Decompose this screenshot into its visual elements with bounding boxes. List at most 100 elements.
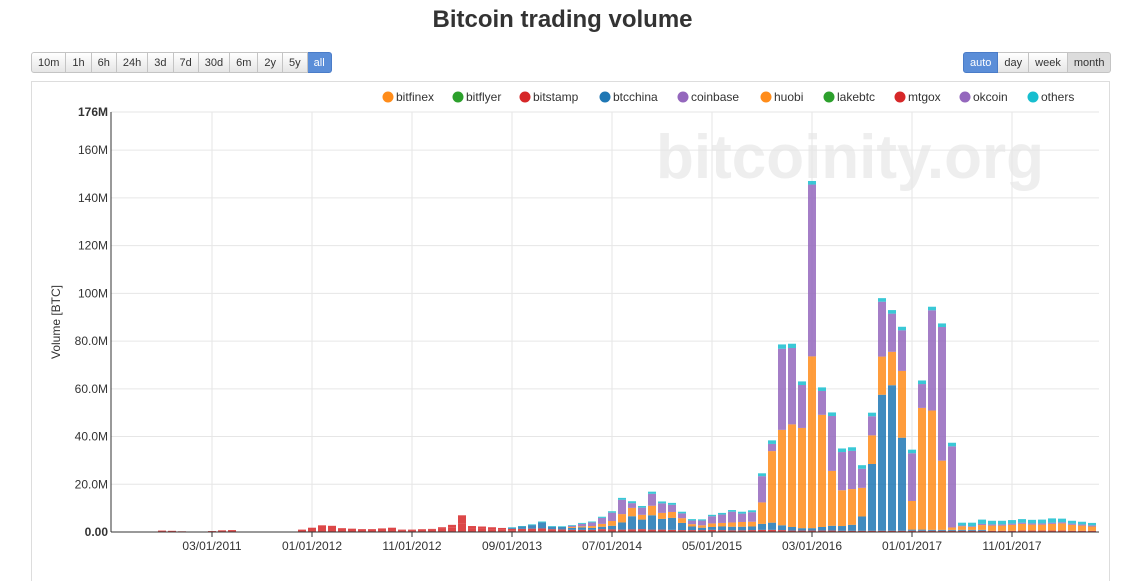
bar-segment-bitstamp[interactable] <box>688 530 696 532</box>
range-7d-button[interactable]: 7d <box>173 52 199 73</box>
bar-segment-huobi[interactable] <box>1008 524 1016 531</box>
bar-segment-bitstamp[interactable] <box>1008 530 1016 532</box>
bar-segment-okcoin[interactable] <box>878 301 886 357</box>
bar-segment-others[interactable] <box>848 447 856 451</box>
bar-segment-bitstamp[interactable] <box>908 530 916 532</box>
bar-segment-huobi[interactable] <box>588 526 596 528</box>
legend-label-mtgox[interactable]: mtgox <box>908 90 941 104</box>
bar-segment-huobi[interactable] <box>948 527 956 530</box>
bar-segment-huobi[interactable] <box>958 526 966 530</box>
bar-segment-bitstamp[interactable] <box>568 529 576 532</box>
bar-segment-others[interactable] <box>958 522 966 526</box>
bar-segment-huobi[interactable] <box>818 414 826 527</box>
bar-segment-btcchina[interactable] <box>728 526 736 531</box>
bar-segment-bitstamp[interactable] <box>758 529 766 532</box>
bar-segment-bitstamp[interactable] <box>638 529 646 532</box>
bar-segment-huobi[interactable] <box>688 524 696 527</box>
bar-segment-btcchina[interactable] <box>508 527 516 529</box>
bar-segment-others[interactable] <box>1038 519 1046 524</box>
bar-segment-btcchina[interactable] <box>748 526 756 531</box>
bar-segment-huobi[interactable] <box>1058 523 1066 531</box>
bar-segment-okcoin[interactable] <box>1028 523 1036 525</box>
bar-segment-others[interactable] <box>738 511 746 514</box>
bar-segment-others[interactable] <box>978 519 986 524</box>
bar-segment-others[interactable] <box>528 524 536 526</box>
bar-segment-huobi[interactable] <box>598 523 606 527</box>
period-day-button[interactable]: day <box>998 52 1030 73</box>
bar-segment-btcchina[interactable] <box>598 526 606 530</box>
bar-segment-okcoin[interactable] <box>1058 522 1066 524</box>
bar-segment-huobi[interactable] <box>1068 524 1076 531</box>
bar-segment-bitstamp[interactable] <box>1018 530 1026 532</box>
bar-segment-huobi[interactable] <box>968 526 976 530</box>
bar-segment-btcchina[interactable] <box>848 524 856 531</box>
bar-segment-bitstamp[interactable] <box>918 530 926 532</box>
bar-segment-huobi[interactable] <box>728 522 736 527</box>
bar-segment-bitstamp[interactable] <box>848 530 856 532</box>
bar-segment-okcoin[interactable] <box>958 525 966 527</box>
bar-segment-okcoin[interactable] <box>848 450 856 490</box>
bar-segment-mtgox[interactable] <box>378 528 386 532</box>
range-6h-button[interactable]: 6h <box>91 52 117 73</box>
bar-segment-others[interactable] <box>688 519 696 521</box>
bar-segment-btcchina[interactable] <box>588 527 596 530</box>
bar-segment-others[interactable] <box>508 527 516 528</box>
bar-segment-bitstamp[interactable] <box>518 528 526 532</box>
bar-segment-huobi[interactable] <box>1088 526 1096 531</box>
bar-segment-bitstamp[interactable] <box>798 530 806 532</box>
bar-segment-okcoin[interactable] <box>668 504 676 512</box>
bar-segment-huobi[interactable] <box>998 525 1006 531</box>
bar-segment-btcchina[interactable] <box>918 529 926 531</box>
bar-segment-btcchina[interactable] <box>838 526 846 531</box>
bar-segment-others[interactable] <box>578 522 586 524</box>
bar-segment-okcoin[interactable] <box>998 524 1006 526</box>
bar-segment-btcchina[interactable] <box>678 522 686 531</box>
bar-segment-huobi[interactable] <box>828 470 836 526</box>
bar-segment-btcchina[interactable] <box>688 526 696 531</box>
bar-segment-huobi[interactable] <box>848 489 856 525</box>
bar-segment-others[interactable] <box>638 505 646 508</box>
bar-segment-btcchina[interactable] <box>628 516 636 530</box>
bar-segment-huobi[interactable] <box>838 490 846 527</box>
bar-segment-others[interactable] <box>988 520 996 525</box>
bar-segment-bitstamp[interactable] <box>788 530 796 532</box>
bar-segment-bitstamp[interactable] <box>468 526 476 529</box>
bar-segment-others[interactable] <box>998 520 1006 525</box>
legend-label-bitfinex[interactable]: bitfinex <box>396 90 434 104</box>
bar-segment-others[interactable] <box>798 381 806 385</box>
bar-segment-bitstamp[interactable] <box>488 527 496 530</box>
bar-segment-okcoin[interactable] <box>768 443 776 452</box>
bar-segment-huobi[interactable] <box>678 518 686 523</box>
bar-segment-huobi[interactable] <box>608 521 616 526</box>
bar-segment-okcoin[interactable] <box>1048 522 1056 524</box>
bar-segment-bitstamp[interactable] <box>398 529 406 531</box>
range-all-button[interactable]: all <box>307 52 332 73</box>
bar-segment-okcoin[interactable] <box>1088 525 1096 527</box>
period-auto-button[interactable]: auto <box>963 52 999 73</box>
bar-segment-btcchina[interactable] <box>668 517 676 530</box>
bar-segment-bitstamp[interactable] <box>738 530 746 532</box>
bar-segment-bitstamp[interactable] <box>508 528 516 531</box>
bar-segment-btcchina[interactable] <box>798 528 806 531</box>
bar-segment-others[interactable] <box>1058 518 1066 523</box>
bar-segment-mtgox[interactable] <box>338 528 346 532</box>
bar-segment-mtgox[interactable] <box>478 528 486 532</box>
bar-segment-others[interactable] <box>778 344 786 349</box>
bar-segment-mtgox[interactable] <box>448 527 456 532</box>
bar-segment-mtgox[interactable] <box>228 530 236 532</box>
bar-segment-huobi[interactable] <box>1048 523 1056 531</box>
bar-segment-bitstamp[interactable] <box>578 529 586 532</box>
bar-segment-bitstamp[interactable] <box>538 528 546 532</box>
bar-segment-others[interactable] <box>788 343 796 349</box>
bar-segment-btcchina[interactable] <box>648 515 656 530</box>
bar-segment-others[interactable] <box>648 491 656 494</box>
bar-segment-others[interactable] <box>608 511 616 513</box>
bar-segment-okcoin[interactable] <box>678 513 686 519</box>
bar-segment-others[interactable] <box>538 521 546 523</box>
bar-segment-okcoin[interactable] <box>928 310 936 411</box>
bar-segment-mtgox[interactable] <box>328 525 336 532</box>
bar-segment-others[interactable] <box>1008 520 1016 524</box>
bar-segment-huobi[interactable] <box>1018 523 1026 531</box>
legend-label-bitflyer[interactable]: bitflyer <box>466 90 501 104</box>
bar-segment-btcchina[interactable] <box>858 516 866 531</box>
